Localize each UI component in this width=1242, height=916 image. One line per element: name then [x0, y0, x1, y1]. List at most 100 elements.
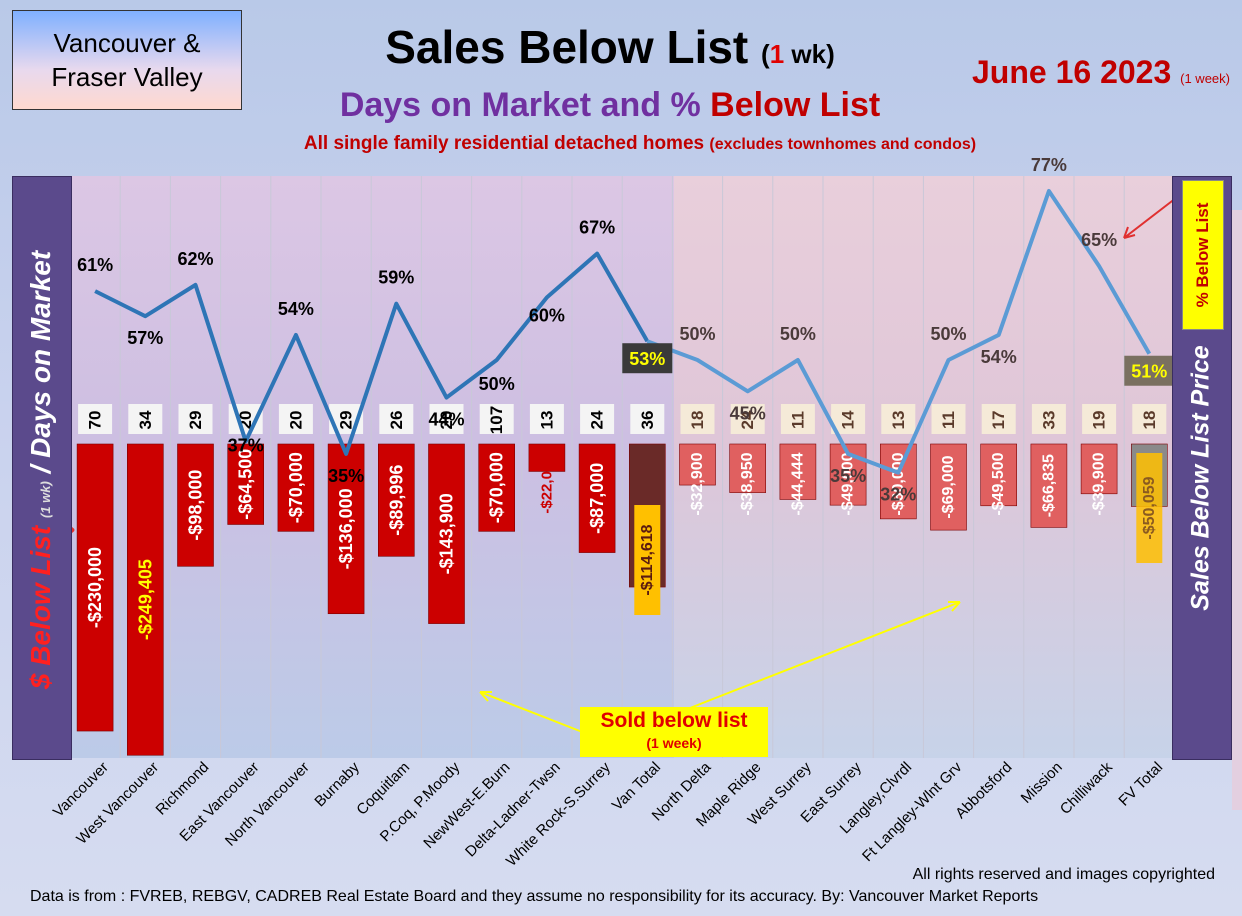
pct-label: 35%	[328, 466, 364, 486]
pct-label: 77%	[1031, 155, 1067, 175]
dom-value: 13	[537, 411, 556, 430]
x-tick-label: Chilliwack	[1057, 758, 1117, 818]
bar	[478, 443, 516, 532]
bar-value-label: -$70,000	[286, 452, 306, 523]
pct-label: 50%	[679, 324, 715, 344]
dom-box	[580, 404, 615, 434]
pct-label: 53%	[629, 349, 665, 369]
bar-value-label: -$22,000	[538, 454, 555, 513]
pct-label: 67%	[579, 218, 615, 238]
bar-value-label: -$38,950	[739, 452, 756, 515]
dom-value: 33	[1039, 411, 1058, 430]
pct-tag-arrow	[1123, 197, 1177, 239]
dom-value: 24	[738, 410, 757, 429]
bar-value-label: -$230,000	[85, 547, 105, 628]
bar-value-label: -$44,444	[789, 452, 806, 515]
bar-value-label: -$32,900	[689, 452, 706, 515]
left-label-red: $ Below List	[25, 525, 56, 690]
bar-value-label: -$60,000	[890, 452, 907, 515]
dom-box	[529, 404, 564, 434]
pct-line-fraser-valley	[646, 188, 1152, 475]
pct-tag-label: % Below List	[1193, 202, 1212, 308]
pct-label: 35%	[830, 466, 866, 486]
bar-value-label: -$49,000	[840, 452, 857, 515]
bar-value-label: -$87,000	[587, 463, 607, 534]
dom-box	[730, 404, 765, 434]
x-tick-label: Ft Langley-Wlnt Grv	[859, 758, 966, 865]
bar-value-label: -$64,500	[236, 449, 256, 520]
pct-label: 59%	[378, 268, 414, 288]
total-label-bg	[1136, 453, 1163, 563]
percent-below-list-tag: % Below List	[1182, 180, 1224, 330]
title-main: Sales Below List	[385, 21, 749, 73]
bar-value-label: -$98,000	[186, 470, 206, 541]
dom-value: 19	[1090, 411, 1109, 430]
bar	[779, 443, 817, 500]
dom-box	[379, 404, 414, 434]
pct-label: 54%	[278, 299, 314, 319]
dom-box	[278, 404, 313, 434]
bar-value-label: -$49,500	[990, 452, 1007, 515]
pct-label: 37%	[228, 435, 264, 455]
bar	[930, 443, 967, 531]
dom-box	[1132, 404, 1167, 434]
pct-label: 50%	[930, 324, 966, 344]
pct-label: 51%	[1131, 362, 1167, 382]
x-tick-label: Mission	[1018, 759, 1066, 807]
dom-value: 20	[286, 411, 305, 430]
bar-value-label: -$70,000	[487, 452, 507, 523]
dom-value: 107	[487, 406, 506, 434]
total-pct-bg	[1124, 355, 1175, 386]
dom-box	[931, 404, 966, 434]
dom-box	[479, 404, 514, 434]
bar	[1080, 443, 1118, 495]
dom-value: 11	[939, 411, 958, 429]
bar-value-label: -$143,900	[437, 493, 457, 574]
dom-box	[429, 404, 464, 434]
callout-line-1: Sold below list	[600, 709, 748, 732]
bar-value-label: -$249,405	[135, 559, 155, 640]
left-label-white: / Days on Market	[25, 250, 56, 474]
bar	[528, 443, 566, 472]
dom-box	[78, 404, 113, 434]
dom-value: 13	[889, 411, 908, 430]
pct-line-vancouver	[94, 251, 650, 456]
right-axis-label: Sales Below List Price	[1186, 345, 1215, 611]
callout-arrow-left	[479, 691, 591, 736]
bar	[277, 443, 315, 532]
dom-value: 34	[136, 410, 155, 429]
dom-box	[630, 404, 665, 434]
dom-box	[881, 404, 916, 434]
pct-label: 32%	[880, 485, 916, 505]
callout-line-2: (1 week)	[646, 735, 702, 751]
left-label-small: (1 wk)	[38, 481, 53, 518]
title-paren-rest: wk)	[784, 39, 835, 69]
report-date: June 16 2023 (1 week)	[900, 54, 1230, 91]
subtitle-red: Below List	[710, 86, 881, 124]
bar-value-label: -$136,000	[336, 488, 356, 569]
dom-value: 24	[588, 410, 607, 429]
x-tick-label: NewWest-E.Burn	[420, 759, 513, 852]
pct-label: 50%	[479, 374, 515, 394]
dom-value: 36	[638, 411, 657, 430]
dom-box	[1082, 404, 1117, 434]
pct-label: 61%	[77, 255, 113, 275]
dom-value: 18	[1140, 411, 1159, 430]
dom-value: 11	[788, 411, 807, 429]
region-label-box: Vancouver & Fraser Valley	[12, 10, 242, 110]
pct-label: 62%	[177, 249, 213, 269]
subtitle-purple: Days on Market and %	[339, 86, 711, 124]
bar-value-label: -$69,000	[940, 455, 957, 518]
dom-box	[128, 404, 163, 434]
pct-label: 65%	[1081, 230, 1117, 250]
x-tick-label: Delta-Ladner-Twsn	[462, 759, 564, 861]
left-axis-panel	[12, 176, 72, 760]
dom-value: 29	[337, 411, 356, 430]
dom-box	[680, 404, 715, 434]
left-axis-label: $ Below List (1 wk) / Days on Market	[25, 251, 57, 689]
pct-label: 60%	[529, 305, 565, 325]
dom-box	[780, 404, 815, 434]
chart-subtitle-2: All single family residential detached h…	[150, 133, 1130, 155]
chart-title: Sales Below List (1 wk)	[300, 20, 920, 74]
